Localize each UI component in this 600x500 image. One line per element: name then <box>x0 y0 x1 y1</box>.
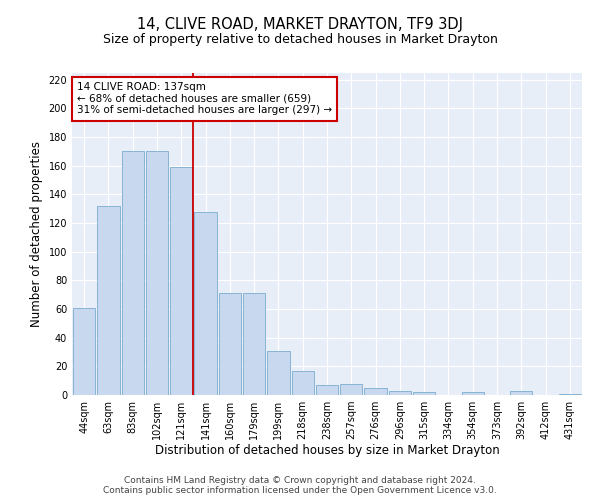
Bar <box>413 392 436 395</box>
Bar <box>218 293 241 395</box>
X-axis label: Distribution of detached houses by size in Market Drayton: Distribution of detached houses by size … <box>155 444 499 456</box>
Bar <box>194 212 217 395</box>
Bar <box>389 390 411 395</box>
Bar <box>364 388 387 395</box>
Bar <box>122 152 144 395</box>
Bar <box>316 385 338 395</box>
Bar <box>243 293 265 395</box>
Bar <box>292 370 314 395</box>
Text: 14, CLIVE ROAD, MARKET DRAYTON, TF9 3DJ: 14, CLIVE ROAD, MARKET DRAYTON, TF9 3DJ <box>137 18 463 32</box>
Y-axis label: Number of detached properties: Number of detached properties <box>30 141 43 327</box>
Text: Contains HM Land Registry data © Crown copyright and database right 2024.
Contai: Contains HM Land Registry data © Crown c… <box>103 476 497 495</box>
Bar <box>340 384 362 395</box>
Bar <box>170 167 193 395</box>
Bar <box>461 392 484 395</box>
Text: Size of property relative to detached houses in Market Drayton: Size of property relative to detached ho… <box>103 32 497 46</box>
Bar <box>559 394 581 395</box>
Bar <box>267 350 290 395</box>
Bar <box>73 308 95 395</box>
Bar <box>97 206 119 395</box>
Bar <box>510 390 532 395</box>
Text: 14 CLIVE ROAD: 137sqm
← 68% of detached houses are smaller (659)
31% of semi-det: 14 CLIVE ROAD: 137sqm ← 68% of detached … <box>77 82 332 116</box>
Bar <box>146 152 168 395</box>
